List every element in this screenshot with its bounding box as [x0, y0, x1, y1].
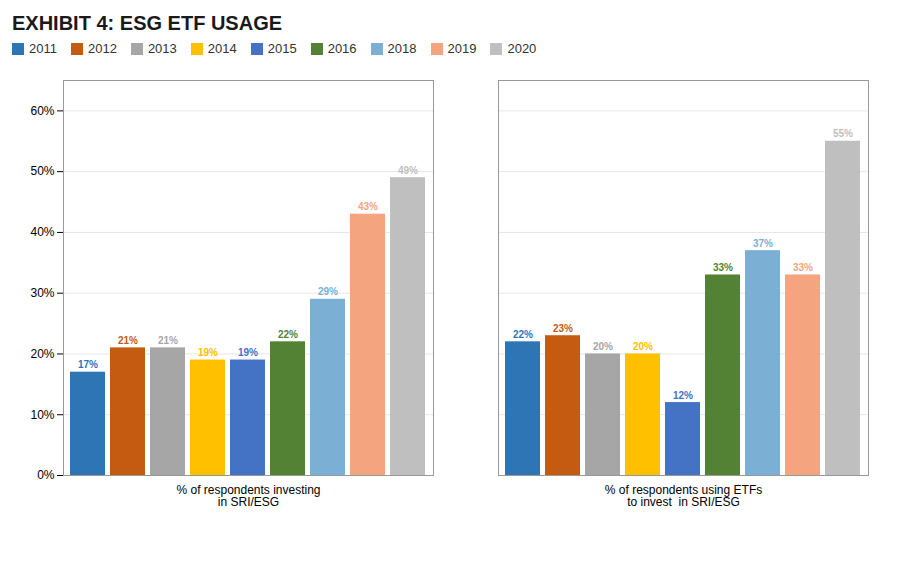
html-text:2013: 2013	[147, 41, 177, 56]
svg-text:10%: 10%	[30, 408, 54, 422]
svg-text:40%: 40%	[30, 225, 54, 239]
svg-text:37%: 37%	[753, 238, 773, 249]
html-text:2015: 2015	[267, 41, 297, 56]
svg-text:30%: 30%	[30, 286, 54, 300]
svg-text:49%: 49%	[398, 165, 418, 176]
svg-text:23%: 23%	[553, 323, 573, 334]
svg-text:0%: 0%	[37, 468, 55, 482]
svg-text:21%: 21%	[118, 335, 138, 346]
html-text:2020: 2020	[507, 41, 537, 56]
svg-text:50%: 50%	[30, 164, 54, 178]
svg-text:20%: 20%	[593, 341, 613, 352]
html-text:2019: 2019	[447, 41, 477, 56]
svg-text:55%: 55%	[833, 128, 853, 139]
svg-text:33%: 33%	[713, 262, 733, 273]
svg-text:22%: 22%	[278, 329, 298, 340]
svg-text:12%: 12%	[673, 390, 693, 401]
svg-text:% of respondents using ETFsto: % of respondents using ETFsto invest in …	[605, 483, 762, 509]
svg-text:19%: 19%	[198, 347, 218, 358]
html-text:2014: 2014	[207, 41, 237, 56]
svg-text:22%: 22%	[513, 329, 533, 340]
svg-text:43%: 43%	[358, 201, 378, 212]
svg-text:29%: 29%	[318, 286, 338, 297]
svg-text:20%: 20%	[30, 347, 54, 361]
svg-text:17%: 17%	[78, 359, 98, 370]
svg-text:19%: 19%	[238, 347, 258, 358]
svg-text:21%: 21%	[158, 335, 178, 346]
html-text:2018: 2018	[387, 41, 417, 56]
html-text:2016: 2016	[327, 41, 357, 56]
svg-text:20%: 20%	[633, 341, 653, 352]
svg-text:% of respondents investingin S: % of respondents investingin SRI/ESG	[176, 483, 320, 509]
svg-text:60%: 60%	[30, 104, 54, 118]
html-text:2011: 2011	[29, 41, 57, 56]
svg-text:33%: 33%	[793, 262, 813, 273]
html-text:2012: 2012	[88, 41, 117, 56]
html-text:EXHIBIT 4: ESG ETF USAGE: EXHIBIT 4: ESG ETF USAGE	[12, 12, 282, 34]
